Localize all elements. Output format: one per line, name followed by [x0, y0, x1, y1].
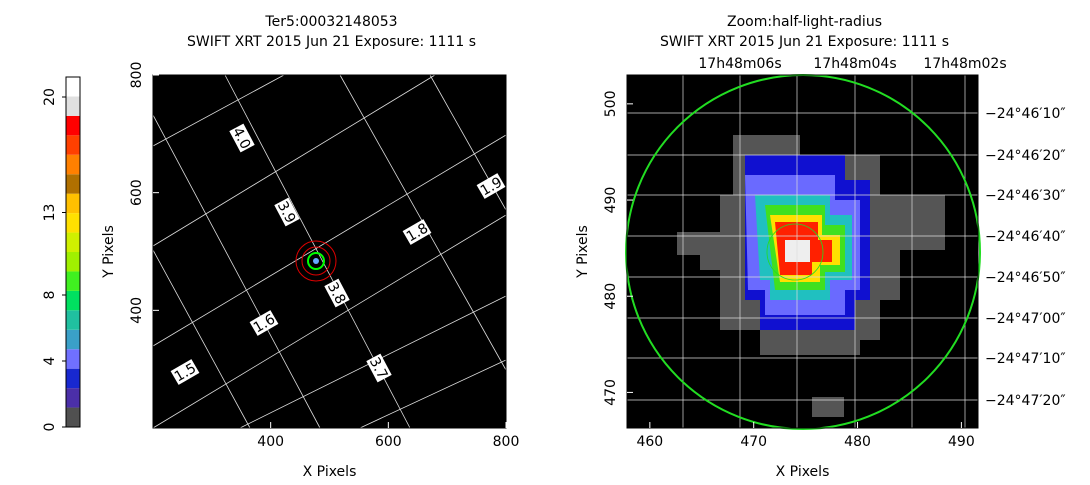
colorbar-cell	[66, 77, 80, 97]
plot-frame	[626, 74, 979, 429]
coordinate-grid	[627, 75, 978, 428]
colorbar-cell	[66, 115, 80, 136]
x-tick-label: 490	[948, 434, 975, 450]
grid-label-box	[249, 310, 279, 336]
ra-tick-label: 17h48m02s	[923, 56, 1006, 72]
colorbar-cell	[66, 271, 80, 291]
colorbar-cell	[66, 154, 80, 175]
x-axis-label: X Pixels	[303, 464, 357, 480]
colorbar-cell	[66, 174, 80, 194]
y-tick-label: 800	[129, 62, 145, 89]
x-tick-label: 400	[257, 434, 284, 450]
grid-label-box	[229, 123, 255, 153]
heatmap	[677, 135, 945, 417]
dec-tick-label: −24°47′20″	[985, 393, 1066, 409]
dec-tick-label: −24°47′10″	[985, 351, 1066, 367]
grid-label-box	[366, 353, 392, 383]
plot-frame	[152, 74, 507, 429]
colorbar-tick-label: 0	[42, 423, 58, 432]
x-tick-label: 460	[636, 434, 663, 450]
colorbar-tick-label: 13	[42, 204, 58, 222]
colorbar-cell	[66, 329, 80, 350]
source	[313, 258, 319, 264]
dec-tick-label: −24°47′00″	[985, 311, 1066, 327]
colorbar-cell	[66, 135, 80, 155]
grid-label-box	[324, 278, 350, 308]
chart-subtitle: SWIFT XRT 2015 Jun 21 Exposure: 1111 s	[660, 34, 949, 50]
colorbar-cell	[66, 349, 80, 369]
colorbar-cell	[66, 290, 80, 311]
x-tick-label: 600	[375, 434, 402, 450]
ra-tick-label: 17h48m04s	[813, 56, 896, 72]
y-tick-label: 480	[603, 283, 619, 310]
colorbar-cell	[66, 232, 80, 252]
x-tick-label: 800	[493, 434, 520, 450]
grid-label-box	[170, 359, 200, 385]
y-tick-label: 470	[603, 379, 619, 406]
colorbar-cell	[66, 213, 80, 233]
image-panel	[153, 75, 506, 428]
grid-label-box	[402, 219, 432, 245]
dec-tick-label: −24°46′40″	[985, 229, 1066, 245]
dec-tick-label: −24°46′10″	[985, 106, 1066, 122]
colorbar-cell	[66, 252, 80, 272]
grid-label-box	[274, 197, 300, 227]
colorbar-cell	[66, 310, 80, 330]
dec-tick-label: −24°46′20″	[985, 148, 1066, 164]
region	[766, 223, 824, 281]
colorbar-frame	[65, 76, 81, 428]
x-axis-label: X Pixels	[776, 464, 830, 480]
grid-label-box	[476, 173, 506, 199]
colorbar-tick-label: 4	[42, 356, 58, 365]
colorbar-cell	[66, 193, 80, 214]
colorbar-tick-label: 8	[42, 291, 58, 300]
colorbar-cell	[66, 388, 80, 408]
dec-tick-label: −24°46′30″	[985, 188, 1066, 204]
colorbar-tick-label: 20	[42, 88, 58, 106]
chart-title: Zoom:half-light-radius	[727, 14, 882, 30]
dec-tick-label: −24°46′50″	[985, 270, 1066, 286]
y-axis-label: Y Pixels	[101, 225, 117, 279]
colorbar-cell	[66, 368, 80, 389]
region	[295, 240, 337, 282]
x-tick-label: 470	[740, 434, 767, 450]
region	[307, 252, 325, 270]
region	[301, 246, 331, 276]
colorbar-cell	[66, 407, 80, 427]
chart-title: Ter5:00032148053	[264, 14, 397, 30]
y-tick-label: 490	[603, 187, 619, 214]
y-axis-label: Y Pixels	[575, 225, 591, 279]
ra-tick-label: 17h48m06s	[698, 56, 781, 72]
x-tick-label: 480	[844, 434, 871, 450]
y-tick-label: 400	[129, 297, 145, 324]
y-tick-label: 600	[129, 179, 145, 206]
y-tick-label: 500	[603, 90, 619, 117]
chart-subtitle: SWIFT XRT 2015 Jun 21 Exposure: 1111 s	[187, 34, 476, 50]
colorbar-cell	[66, 96, 80, 116]
